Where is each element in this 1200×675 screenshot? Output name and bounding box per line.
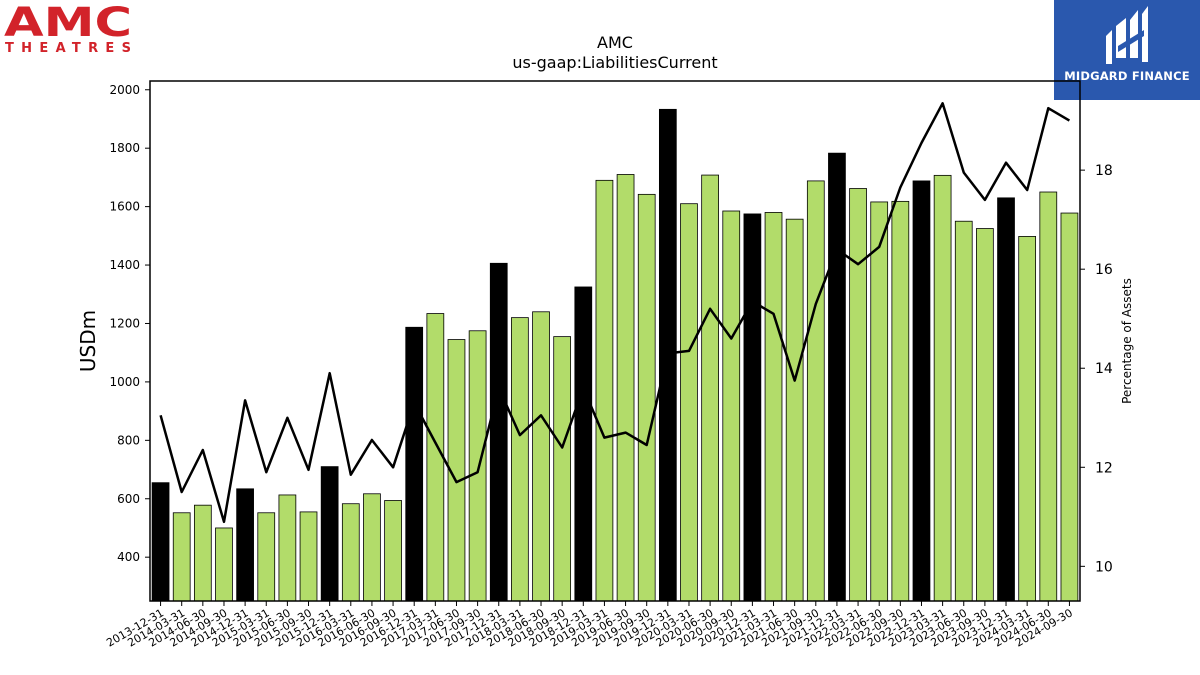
y-tick-label: 1400 bbox=[109, 258, 140, 272]
bar-2015-12-31 bbox=[320, 466, 339, 602]
bar-2021-09-30 bbox=[806, 180, 825, 602]
y-tick-label: 400 bbox=[117, 550, 140, 564]
bar-2014-12-31 bbox=[236, 488, 254, 602]
bar-2017-09-30 bbox=[468, 330, 487, 602]
bar-2016-09-30 bbox=[384, 500, 402, 602]
y-axis-left: 400 600 800 1000 1200 1400 1600 1800 2000 bbox=[109, 83, 150, 564]
bar-2022-06-30 bbox=[870, 201, 889, 602]
bar-2023-09-30 bbox=[976, 228, 994, 602]
bar-2014-03-31 bbox=[172, 512, 191, 602]
bar-2020-03-31 bbox=[680, 203, 698, 602]
bars-layer bbox=[151, 108, 1079, 602]
y2-tick-label: 14 bbox=[1095, 361, 1113, 377]
line-layer bbox=[159, 102, 1071, 524]
y-tick-label: 1600 bbox=[109, 200, 140, 214]
midgard-emblem-icon bbox=[1106, 6, 1148, 64]
bar-2023-03-31 bbox=[933, 174, 952, 602]
y-tick-label: 1000 bbox=[109, 375, 140, 389]
y2-tick-label: 10 bbox=[1095, 559, 1113, 575]
bar-2022-09-30 bbox=[891, 200, 910, 602]
y-tick-label: 800 bbox=[117, 433, 140, 447]
chart-title: AMC bbox=[597, 33, 633, 52]
y-axis-label: USDm bbox=[76, 310, 100, 372]
bar-2013-12-31 bbox=[151, 482, 170, 602]
bar-2014-06-30 bbox=[193, 504, 212, 602]
bar-2018-03-31 bbox=[511, 317, 529, 602]
bar-2014-09-30 bbox=[215, 527, 233, 602]
bar-2021-06-30 bbox=[785, 218, 804, 602]
percentage-of-assets-line bbox=[159, 102, 1071, 524]
y-axis-right: 10 12 14 16 18 bbox=[1080, 163, 1113, 575]
x-axis: 2013-12-312014-03-312014-06-302014-09-30… bbox=[104, 601, 1075, 650]
bar-2017-12-31 bbox=[489, 262, 508, 602]
amc-logo-wordmark: AMC bbox=[4, 4, 132, 46]
bar-2015-03-31 bbox=[257, 512, 276, 602]
y-tick-label: 600 bbox=[117, 492, 140, 506]
amc-theatres-logo: AMC THEATRES bbox=[4, 0, 134, 56]
bar-2020-12-31 bbox=[743, 213, 762, 602]
bar-2024-06-30 bbox=[1039, 191, 1058, 602]
bar-2024-03-31 bbox=[1018, 236, 1037, 602]
bar-2023-12-31 bbox=[997, 197, 1015, 602]
bar-2016-12-31 bbox=[405, 326, 424, 602]
y-tick-label: 1200 bbox=[109, 316, 140, 330]
amc-logo-mark: AMC THEATRES bbox=[4, 0, 132, 56]
bar-2019-06-30 bbox=[616, 174, 635, 602]
y2-tick-label: 18 bbox=[1095, 163, 1113, 179]
bar-2018-09-30 bbox=[553, 336, 572, 602]
midgard-finance-name: MIDGARD FINANCE bbox=[1064, 69, 1190, 83]
bar-2023-06-30 bbox=[954, 220, 973, 602]
y-tick-label: 2000 bbox=[109, 83, 140, 97]
bar-2019-03-31 bbox=[595, 179, 614, 602]
bar-2019-09-30 bbox=[637, 193, 656, 602]
plot-frame bbox=[149, 80, 1081, 602]
chart-subtitle: us-gaap:LiabilitiesCurrent bbox=[512, 53, 717, 72]
bar-2024-09-30 bbox=[1060, 212, 1079, 602]
bar-2021-03-31 bbox=[764, 212, 783, 602]
bar-2020-09-30 bbox=[722, 210, 741, 602]
bar-2017-03-31 bbox=[426, 313, 445, 602]
bar-2018-12-31 bbox=[574, 286, 593, 602]
bar-2015-09-30 bbox=[299, 511, 318, 602]
midgard-finance-logo: MIDGARD FINANCE bbox=[1054, 0, 1200, 100]
y2-tick-label: 16 bbox=[1095, 262, 1113, 278]
bar-2016-03-31 bbox=[341, 503, 360, 602]
y2-axis-label: Percentage of Assets bbox=[1120, 278, 1134, 404]
y2-tick-label: 12 bbox=[1095, 460, 1113, 476]
bar-2022-12-31 bbox=[912, 180, 931, 602]
bar-2018-06-30 bbox=[532, 311, 550, 602]
bar-2016-06-30 bbox=[363, 493, 381, 602]
bar-2021-12-31 bbox=[828, 152, 846, 602]
y-tick-label: 1800 bbox=[109, 141, 140, 155]
bar-2015-06-30 bbox=[278, 494, 297, 602]
bar-2022-03-31 bbox=[849, 188, 867, 602]
bar-2020-06-30 bbox=[701, 174, 719, 602]
